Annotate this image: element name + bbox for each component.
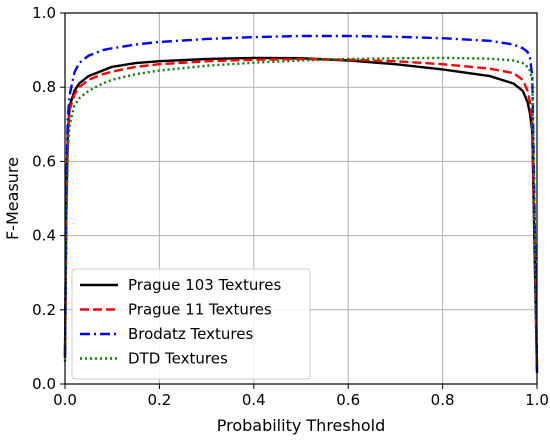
series-line-dtd-textures (63, 56, 539, 366)
y-tick-label: 0.6 (32, 152, 56, 170)
x-tick-label: 1.0 (525, 391, 549, 409)
x-tick-label: 0.4 (242, 391, 266, 409)
y-tick-label: 0.2 (32, 301, 56, 319)
y-tick-label: 1.0 (32, 4, 56, 22)
x-tick-label: 0.0 (53, 391, 77, 409)
x-axis-label: Probability Threshold (217, 416, 386, 435)
series-lines (63, 34, 539, 373)
series-line-prague-103-textures (63, 56, 539, 373)
plot-area-frame (64, 12, 538, 385)
y-axis-label: F-Measure (3, 157, 22, 240)
y-tick-label: 0.8 (32, 78, 56, 96)
y-tick-label: 0.0 (32, 375, 56, 393)
legend-label: Brodatz Textures (128, 325, 253, 343)
x-tick-label: 0.8 (431, 391, 455, 409)
x-tick-label: 0.2 (147, 391, 171, 409)
x-tick-label: 0.6 (336, 391, 360, 409)
series-line-brodatz-textures (63, 34, 539, 370)
y-tick-label: 0.4 (32, 227, 56, 245)
legend-box (71, 268, 311, 380)
legend-label: Prague 103 Textures (128, 276, 281, 294)
legend: Prague 103 Textures Prague 11 Textures Bro… (71, 268, 311, 380)
legend-label: DTD Textures (128, 350, 228, 368)
legend-label: Prague 11 Textures (128, 301, 272, 319)
axis-ticks: 0.0 0.2 0.4 0.6 0.8 1.0 0.0 0.2 0.4 0.6 0.8 1.0 (32, 4, 549, 409)
series-line-prague-11-textures (63, 57, 539, 366)
